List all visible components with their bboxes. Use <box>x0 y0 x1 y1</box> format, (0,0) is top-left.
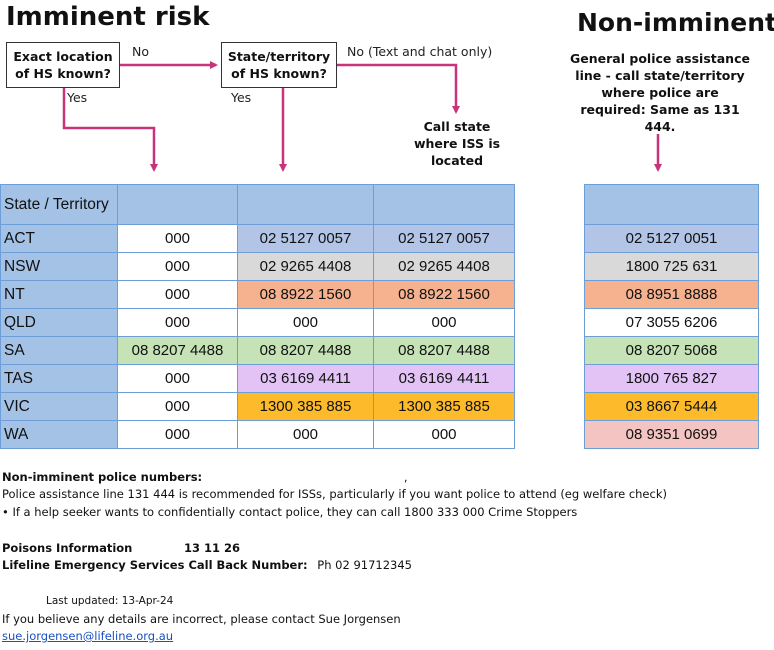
state-cell: TAS <box>0 364 118 393</box>
last-updated: Last updated: 13-Apr-24 <box>46 595 174 607</box>
crime-stoppers-note: • If a help seeker wants to confidential… <box>2 505 578 519</box>
number-cell: 000 <box>117 392 238 421</box>
call-state-note: Call state where ISS is located <box>413 119 501 168</box>
number-cell: 000 <box>237 420 374 449</box>
arrow-no-state <box>337 63 460 114</box>
non-imminent-heading: Non-imminent <box>577 8 774 37</box>
police-assistance-note: Police assistance line 131 444 is recomm… <box>2 487 667 501</box>
flow-yes-state-label: Yes <box>231 90 252 105</box>
table-row-wa: 08 9351 0699 <box>584 420 759 449</box>
flow-no-label: No <box>132 44 149 59</box>
flow-yes-label: Yes <box>67 90 88 105</box>
number-cell: 08 8922 1560 <box>237 280 374 309</box>
non-imminent-title: Non-imminent police numbers: <box>2 470 203 484</box>
state-cell: NSW <box>0 252 118 281</box>
non-imminent-title-line: Non-imminent police numbers: , <box>2 470 407 484</box>
contact-email-link[interactable]: sue.jorgensen@lifeline.org.au <box>2 629 174 643</box>
number-cell: 02 5127 0051 <box>584 224 759 253</box>
number-cell: 000 <box>117 252 238 281</box>
table-row-sa: 08 8207 5068 <box>584 336 759 365</box>
table-row-vic: 03 8667 5444 <box>584 392 759 421</box>
lifeline-line: Lifeline Emergency Services Call Back Nu… <box>2 558 412 572</box>
table-row-wa: WA 000 000 000 <box>0 420 515 449</box>
exact-location-question-box: Exact location of HS known? <box>6 42 120 88</box>
number-cell: 000 <box>237 308 374 337</box>
state-cell: ACT <box>0 224 118 253</box>
header-cell <box>373 184 515 225</box>
state-cell: QLD <box>0 308 118 337</box>
number-cell: 03 8667 5444 <box>584 392 759 421</box>
number-cell: 08 8207 4488 <box>237 336 374 365</box>
table-header-row <box>584 184 759 225</box>
number-cell: 08 9351 0699 <box>584 420 759 449</box>
number-cell: 02 5127 0057 <box>373 224 515 253</box>
number-cell: 000 <box>117 280 238 309</box>
table-row-tas: TAS 000 03 6169 4411 03 6169 4411 <box>0 364 515 393</box>
table-row-nt: NT 000 08 8922 1560 08 8922 1560 <box>0 280 515 309</box>
number-cell: 03 6169 4411 <box>237 364 374 393</box>
number-cell: 000 <box>117 420 238 449</box>
table-row-tas: 1800 765 827 <box>584 364 759 393</box>
number-cell: 08 8922 1560 <box>373 280 515 309</box>
lifeline-number: Ph 02 91712345 <box>317 558 412 572</box>
flow-no-text-chat-label: No (Text and chat only) <box>347 44 493 59</box>
header-cell <box>584 184 759 225</box>
number-cell: 000 <box>373 308 515 337</box>
table-header-row: State / Territory <box>0 184 515 225</box>
state-cell: WA <box>0 420 118 449</box>
number-cell: 08 8951 8888 <box>584 280 759 309</box>
stray-comma: , <box>403 470 408 484</box>
table-row-qld: QLD 000 000 000 <box>0 308 515 337</box>
imminent-risk-heading: Imminent risk <box>6 2 210 32</box>
poisons-line: Poisons Information 13 11 26 <box>2 541 240 555</box>
lifeline-label: Lifeline Emergency Services Call Back Nu… <box>2 558 308 572</box>
number-cell: 08 8207 4488 <box>117 336 238 365</box>
number-cell: 02 5127 0057 <box>237 224 374 253</box>
table-row-sa: SA 08 8207 4488 08 8207 4488 08 8207 448… <box>0 336 515 365</box>
table-row-nsw: NSW 000 02 9265 4408 02 9265 4408 <box>0 252 515 281</box>
contact-note: If you believe any details are incorrect… <box>2 612 401 626</box>
imminent-numbers-table: State / Territory ACT 000 02 5127 0057 0… <box>0 184 515 449</box>
number-cell: 000 <box>117 308 238 337</box>
number-cell: 1800 765 827 <box>584 364 759 393</box>
number-cell: 08 8207 5068 <box>584 336 759 365</box>
number-cell: 08 8207 4488 <box>373 336 515 365</box>
number-cell: 02 9265 4408 <box>237 252 374 281</box>
number-cell: 1300 385 885 <box>237 392 374 421</box>
table-row-nsw: 1800 725 631 <box>584 252 759 281</box>
number-cell: 1800 725 631 <box>584 252 759 281</box>
number-cell: 1300 385 885 <box>373 392 515 421</box>
state-cell: VIC <box>0 392 118 421</box>
state-territory-header: State / Territory <box>0 184 118 225</box>
number-cell: 000 <box>117 364 238 393</box>
state-cell: SA <box>0 336 118 365</box>
header-cell <box>117 184 238 225</box>
header-cell <box>237 184 374 225</box>
number-cell: 000 <box>117 224 238 253</box>
table-row-qld: 07 3055 6206 <box>584 308 759 337</box>
number-cell: 07 3055 6206 <box>584 308 759 337</box>
poisons-label: Poisons Information <box>2 541 133 555</box>
table-row-act: ACT 000 02 5127 0057 02 5127 0057 <box>0 224 515 253</box>
table-row-nt: 08 8951 8888 <box>584 280 759 309</box>
flowchart-arrows <box>62 61 662 172</box>
poisons-number: 13 11 26 <box>184 541 241 555</box>
state-known-question-box: State/territory of HS known? <box>221 42 337 88</box>
number-cell: 03 6169 4411 <box>373 364 515 393</box>
table-row-vic: VIC 000 1300 385 885 1300 385 885 <box>0 392 515 421</box>
non-imminent-numbers-table: 02 5127 0051 1800 725 631 08 8951 8888 0… <box>584 184 759 449</box>
number-cell: 000 <box>373 420 515 449</box>
state-cell: NT <box>0 280 118 309</box>
table-row-act: 02 5127 0051 <box>584 224 759 253</box>
number-cell: 02 9265 4408 <box>373 252 515 281</box>
arrow-yes-location <box>62 88 158 172</box>
non-imminent-note: General police assistance line - call st… <box>570 51 750 134</box>
